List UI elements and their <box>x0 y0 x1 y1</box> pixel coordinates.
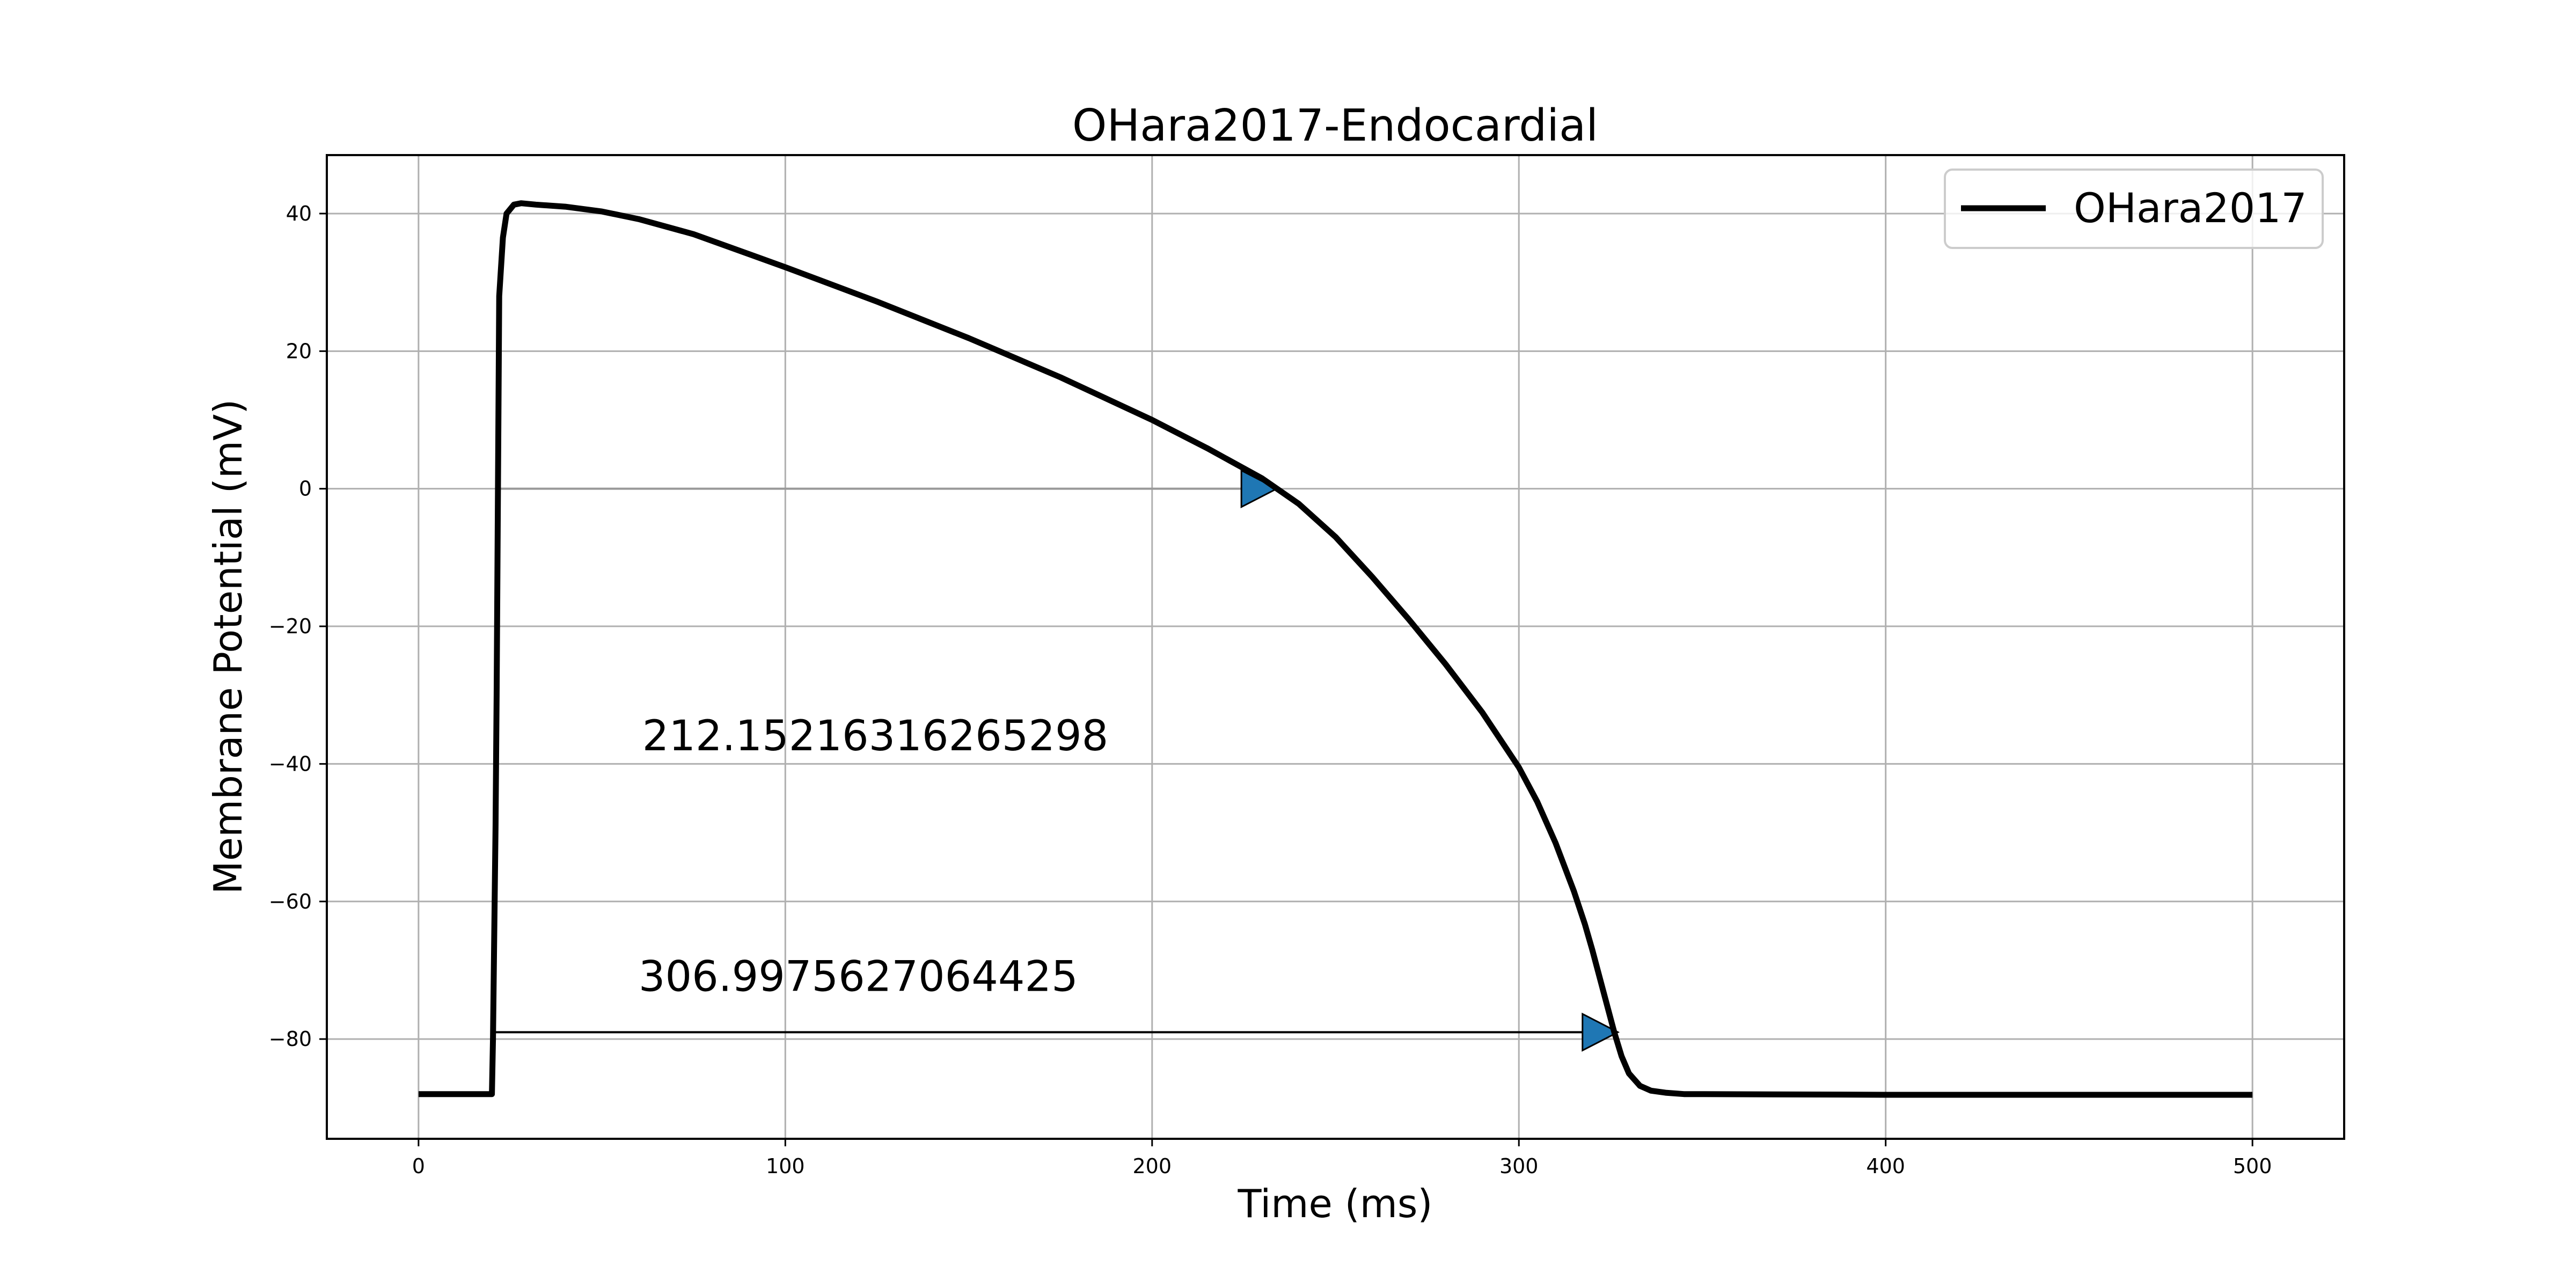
y-axis-ticks: 40 20 0 −20 −40 −60 −80 <box>269 202 327 1051</box>
y-tick-label: −40 <box>269 752 312 775</box>
x-tick-label: 0 <box>412 1154 425 1178</box>
y-tick-label: 40 <box>286 202 312 225</box>
y-tick-label: −80 <box>269 1027 312 1051</box>
x-tick-label: 500 <box>2233 1154 2272 1178</box>
legend-label: OHara2017 <box>2074 184 2307 232</box>
y-tick-label: 20 <box>286 339 312 363</box>
grid <box>327 155 2344 1139</box>
x-axis-ticks: 0 100 200 300 400 500 <box>412 1139 2272 1178</box>
series <box>418 200 2253 1098</box>
x-tick-label: 100 <box>766 1154 805 1178</box>
series-line <box>418 200 2253 1098</box>
x-tick-label: 300 <box>1499 1154 1539 1178</box>
x-tick-label: 200 <box>1133 1154 1172 1178</box>
legend-box <box>1944 169 2324 249</box>
y-tick-label: −60 <box>269 890 312 913</box>
y-tick-label: −20 <box>269 614 312 638</box>
y-tick-label: 0 <box>299 477 312 501</box>
x-axis-label: Time (ms) <box>1238 1181 1433 1226</box>
x-tick-label: 400 <box>1866 1154 1905 1178</box>
arrow-head <box>1582 1012 1620 1052</box>
plot-frame <box>326 154 2345 1140</box>
legend: OHara2017 <box>1944 169 2324 249</box>
y-axis-label: Membrane Potential (mV) <box>206 399 251 895</box>
chart-title: OHara2017-Endocardial <box>1072 100 1598 151</box>
text-annotations: 212.15216316265298 306.9975627064425 <box>639 712 1108 1001</box>
arrow-annotations <box>492 469 1620 1052</box>
annotation-text: 212.15216316265298 <box>642 712 1108 760</box>
annotation-text: 306.9975627064425 <box>639 953 1078 1001</box>
